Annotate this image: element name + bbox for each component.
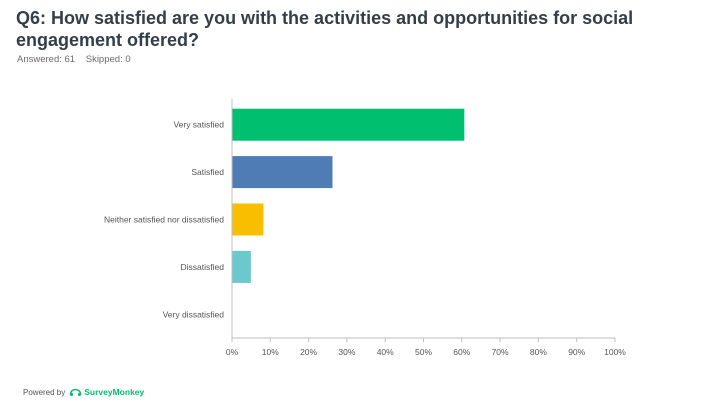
surveymonkey-brand: SurveyMonkey [84,387,145,397]
axes-layer [231,99,616,342]
x-tick-label-7: 70% [492,347,509,357]
logo-mark-left-dot [70,392,74,396]
bars-layer [232,108,465,283]
bar-2 [232,203,264,236]
category-label-1: Satisfied [191,167,224,177]
x-tick-label-5: 50% [415,347,432,357]
x-tick-label-9: 90% [568,347,585,357]
labels-layer: Very satisfied Satisfied Neither satisfied… [104,120,626,357]
x-tick-label-8: 80% [530,347,547,357]
category-label-4: Very dissatisfied [163,309,225,319]
x-tick-label-3: 30% [338,347,355,357]
surveymonkey-logo-icon [70,388,82,396]
logo-mark-right-dot [78,392,82,396]
logo-mark-shape [70,388,82,395]
x-tick-label-6: 60% [453,347,470,357]
surveymonkey-logo[interactable]: SurveyMonkey [69,387,144,397]
bar-0 [232,108,465,141]
x-tick-label-2: 20% [300,347,317,357]
powered-by-label: Powered by [23,387,66,397]
category-label-3: Dissatisfied [181,262,225,272]
x-tick-label-1: 10% [262,347,279,357]
x-tick-label-4: 40% [377,347,394,357]
question-title: Q6: How satisfied are you with the activ… [16,8,634,50]
footer: Powered by SurveyMonkey [23,387,144,397]
bar-3 [232,250,251,283]
response-stats: Answered: 61 Skipped: 0 [17,54,131,65]
category-label-2: Neither satisfied nor dissatisfied [104,215,224,225]
bar-1 [232,156,333,189]
x-tick-label-10: 100% [604,347,626,357]
skipped-count: Skipped: 0 [85,54,131,65]
x-tick-label-0: 0% [226,347,239,357]
answered-count: Answered: 61 [17,54,76,65]
category-label-0: Very satisfied [173,120,224,130]
